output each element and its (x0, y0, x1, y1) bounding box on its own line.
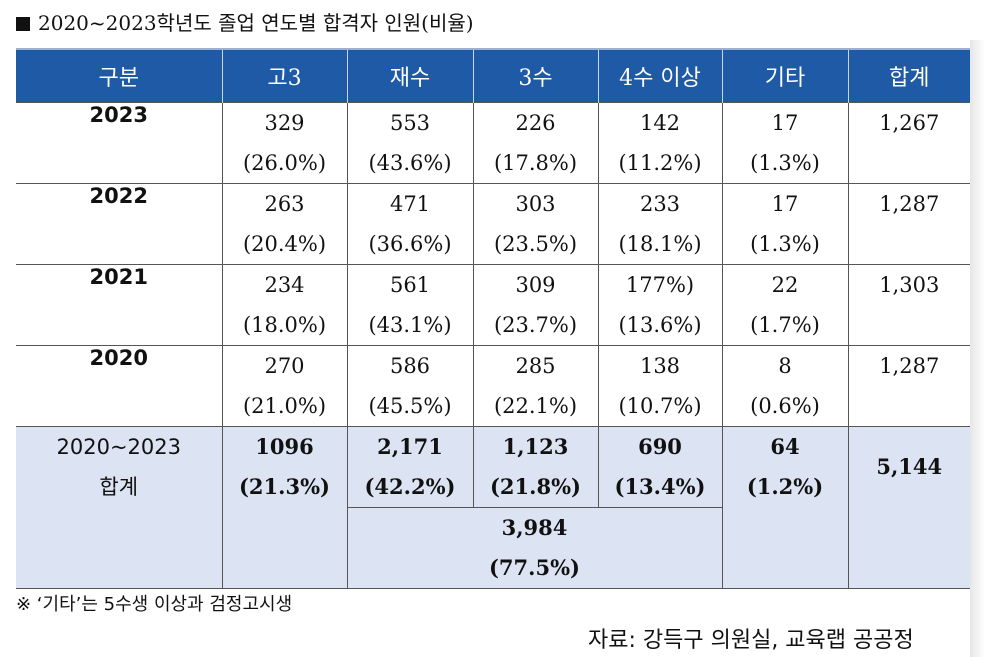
cell-g3: 234 (18.0%) (221, 264, 348, 346)
header-g3: 고3 (221, 48, 348, 103)
header-etc: 기타 (721, 48, 849, 103)
header-samsu: 3수 (472, 48, 599, 103)
row-year: 2021 (16, 264, 223, 346)
summary-samsu: 1,123 (21.8%) (472, 426, 599, 508)
cell-etc: 17 (1.3%) (721, 102, 849, 184)
header-row: 구분 고3 재수 3수 4수 이상 기타 합계 (16, 48, 970, 103)
cell-g3: 329 (26.0%) (221, 102, 348, 184)
cell-sasu: 177%) (13.6%) (597, 264, 723, 346)
cell-g3: 263 (20.4%) (221, 183, 348, 265)
square-bullet-icon (16, 17, 30, 31)
table-row: 2020 270 (21.0%) 586 (45.5%) 285 (22.1%) 13… (16, 345, 970, 427)
table-title: 2020~2023학년도 졸업 연도별 합격자 인원(비율) (16, 10, 474, 36)
title-text: 2020~2023학년도 졸업 연도별 합격자 인원(비율) (38, 11, 474, 35)
summary-label: 2020~2023 합계 (16, 426, 223, 589)
cell-etc: 22 (1.7%) (721, 264, 849, 346)
cell-samsu: 226 (17.8%) (472, 102, 599, 184)
cell-samsu: 309 (23.7%) (472, 264, 599, 346)
table-row: 2021 234 (18.0%) 561 (43.1%) 309 (23.7%) 17… (16, 264, 970, 346)
summary-sasu: 690 (13.4%) (597, 426, 723, 508)
header-jaesu: 재수 (346, 48, 474, 103)
cell-samsu: 303 (23.5%) (472, 183, 599, 265)
source-credit: 자료: 강득구 의원실, 교육랩 공공정 (588, 628, 914, 653)
summary-etc: 64 (1.2%) (721, 426, 849, 589)
summary-total: 5,144 (847, 426, 970, 589)
cell-jaesu: 553 (43.6%) (346, 102, 474, 184)
footnote: ※ ‘기타’는 5수생 이상과 검정고시생 (16, 594, 293, 615)
cell-jaesu: 561 (43.1%) (346, 264, 474, 346)
table-row: 2022 263 (20.4%) 471 (36.6%) 303 (23.5%) 23… (16, 183, 970, 265)
header-sasu: 4수 이상 (597, 48, 723, 103)
page-shadow (970, 40, 985, 657)
cell-total: 1,287 (847, 345, 970, 427)
row-year: 2023 (16, 102, 223, 184)
cell-sasu: 233 (18.1%) (597, 183, 723, 265)
admission-table: 구분 고3 재수 3수 4수 이상 기타 합계 2023 329 (26.0%) … (16, 48, 970, 589)
cell-g3: 270 (21.0%) (221, 345, 348, 427)
summary-jaesu: 2,171 (42.2%) (346, 426, 474, 508)
header-category: 구분 (16, 48, 223, 103)
row-year: 2022 (16, 183, 223, 265)
cell-sasu: 142 (11.2%) (597, 102, 723, 184)
cell-jaesu: 471 (36.6%) (346, 183, 474, 265)
cell-total: 1,303 (847, 264, 970, 346)
cell-etc: 8 (0.6%) (721, 345, 849, 427)
cell-jaesu: 586 (45.5%) (346, 345, 474, 427)
summary-row-repeaters: 3,984 (77.5%) (16, 507, 970, 589)
cell-etc: 17 (1.3%) (721, 183, 849, 265)
cell-total: 1,287 (847, 183, 970, 265)
cell-samsu: 285 (22.1%) (472, 345, 599, 427)
table-row: 2023 329 (26.0%) 553 (43.6%) 226 (17.8%) 14… (16, 102, 970, 184)
summary-repeaters: 3,984 (77.5%) (347, 507, 722, 589)
summary-g3: 1096 (21.3%) (221, 426, 348, 589)
cell-sasu: 138 (10.7%) (597, 345, 723, 427)
summary-row: 2020~2023 합계 1096 (21.3%) 2,171 (42.2%) 1,1… (16, 426, 970, 589)
cell-total: 1,267 (847, 102, 970, 184)
row-year: 2020 (16, 345, 223, 427)
header-total: 합계 (847, 48, 970, 103)
